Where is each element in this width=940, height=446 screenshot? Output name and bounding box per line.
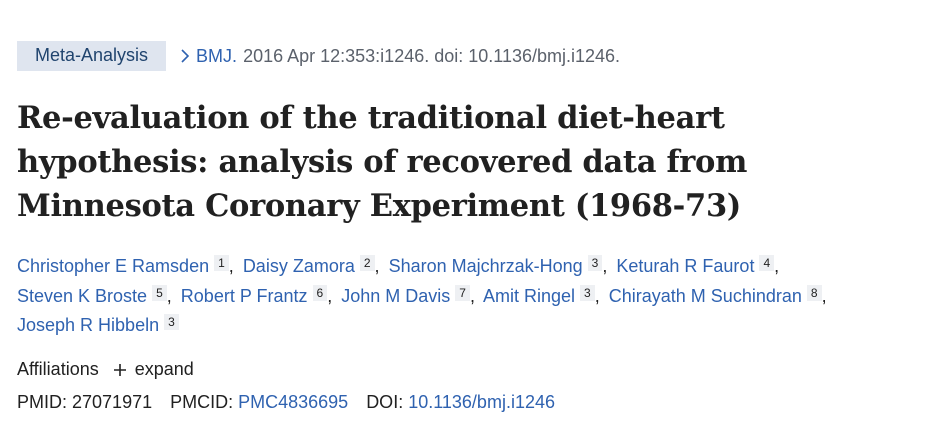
chevron-icon [181, 49, 190, 63]
identifier: PMID: 27071971 [17, 392, 152, 413]
author-name[interactable]: Chirayath M Suchindran [608, 285, 802, 306]
plus-icon [113, 363, 126, 376]
author-name[interactable]: Joseph R Hibbeln [17, 315, 160, 335]
author-separator: , [374, 256, 380, 276]
identifier: PMCID: PMC4836695 [170, 392, 348, 413]
journal-link[interactable]: BMJ. [196, 45, 238, 66]
author-name[interactable]: John M Davis [341, 285, 451, 306]
identifier-label: DOI: [366, 392, 404, 412]
affiliation-number[interactable]: 3 [164, 314, 179, 330]
author-separator: , [821, 285, 827, 306]
author-separator: , [469, 285, 475, 306]
author: Christopher E Ramsden 1, [17, 255, 238, 276]
author-name[interactable]: Sharon Majchrzak-Hong [388, 256, 583, 276]
author-separator: , [594, 285, 600, 306]
identifier: DOI: 10.1136/bmj.i1246 [366, 392, 555, 413]
author: Amit Ringel 3, [483, 284, 604, 306]
affiliation-number[interactable]: 3 [580, 284, 595, 301]
author: Sharon Majchrzak-Hong 3, [388, 255, 612, 276]
affiliation-number[interactable]: 7 [455, 284, 470, 301]
author: Chirayath M Suchindran 8, [608, 284, 831, 306]
identifier-value: 27071971 [72, 392, 153, 412]
author-list: Christopher E Ramsden 1, Daisy Zamora 2, S… [17, 252, 917, 341]
identifier-label: PMCID: [170, 392, 234, 412]
author-name[interactable]: Robert P Frantz [180, 285, 308, 306]
author: Daisy Zamora 2, [242, 255, 384, 276]
citation-bar: Meta-Analysis BMJ. 2016 Apr 12:353:i1246… [17, 41, 620, 71]
author-separator: , [602, 256, 608, 276]
affiliation-number[interactable]: 4 [759, 255, 775, 271]
author-separator: , [228, 256, 234, 276]
expand-label[interactable]: expand [134, 359, 194, 379]
affiliation-number[interactable]: 5 [152, 284, 167, 301]
author: Robert P Frantz 6, [180, 284, 336, 306]
citation-text: 2016 Apr 12:353:i1246. doi: 10.1136/bmj.… [243, 45, 621, 66]
affiliations: Affiliations expand [17, 359, 194, 380]
author-name[interactable]: Amit Ringel [483, 285, 576, 306]
author: John M Davis 7, [341, 284, 479, 306]
identifier-link[interactable]: 10.1136/bmj.i1246 [408, 392, 555, 412]
affiliation-number[interactable]: 2 [359, 255, 375, 271]
author-separator: , [327, 285, 333, 306]
publication-type-badge[interactable]: Meta-Analysis [17, 41, 167, 71]
author-name[interactable]: Christopher E Ramsden [17, 256, 210, 276]
author-separator: , [774, 256, 780, 276]
affiliation-number[interactable]: 3 [587, 255, 603, 271]
author: Keturah R Faurot 4, [616, 255, 783, 276]
affiliation-number[interactable]: 8 [806, 284, 822, 301]
author-name[interactable]: Steven K Broste [17, 285, 148, 306]
affiliation-number[interactable]: 1 [214, 255, 229, 271]
affiliation-number[interactable]: 6 [312, 284, 328, 301]
article-title: Re-evaluation of the traditional diet-he… [17, 100, 748, 224]
identifier-label: PMID: [17, 392, 68, 412]
identifier-link[interactable]: PMC4836695 [238, 392, 349, 412]
author-separator: , [166, 285, 172, 306]
author: Steven K Broste 5, [17, 284, 176, 306]
identifiers: PMID: 27071971 PMCID: PMC4836695 DOI: 10.1136… [17, 392, 573, 413]
expand-toggle[interactable]: expand [113, 359, 194, 380]
author: Joseph R Hibbeln 3 [17, 314, 179, 335]
author-name[interactable]: Keturah R Faurot [616, 256, 755, 276]
affiliations-label: Affiliations [17, 359, 99, 379]
author-name[interactable]: Daisy Zamora [242, 256, 355, 276]
